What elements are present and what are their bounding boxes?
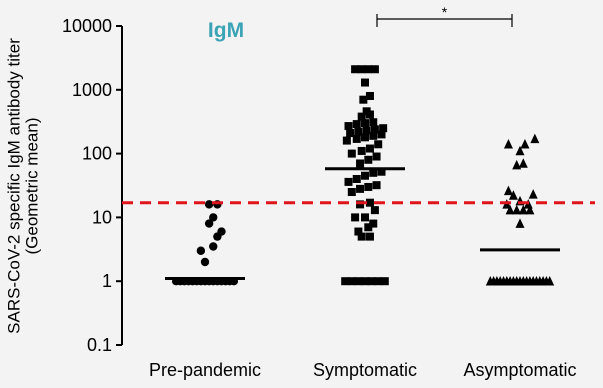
data-point <box>362 107 371 116</box>
data-point <box>372 181 381 190</box>
series-asymptomatic <box>485 133 555 286</box>
data-point <box>503 139 513 149</box>
data-point <box>351 65 360 74</box>
data-point <box>374 277 383 286</box>
data-point <box>354 127 363 136</box>
data-point <box>354 277 363 286</box>
data-point <box>204 219 214 228</box>
data-point <box>370 65 379 74</box>
data-point <box>505 204 515 215</box>
data-point <box>365 91 374 100</box>
data-point <box>379 124 388 133</box>
data-point <box>528 189 538 199</box>
data-point <box>344 177 353 186</box>
y-tick-label: 1 <box>102 271 112 291</box>
y-tick-label: 0.1 <box>87 335 112 355</box>
data-point <box>361 277 369 286</box>
y-axis-label-line: (Geometric mean) <box>22 118 41 255</box>
data-point <box>515 218 525 228</box>
data-point <box>361 133 369 142</box>
data-point <box>357 146 366 155</box>
y-tick-label: 10000 <box>62 16 112 36</box>
data-point <box>344 122 353 131</box>
data-point <box>347 188 356 197</box>
data-point <box>518 158 528 168</box>
data-point <box>365 144 374 153</box>
data-point <box>346 129 355 138</box>
x-tick-label: Asymptomatic <box>463 360 576 380</box>
data-point <box>351 213 360 222</box>
data-point <box>217 227 226 236</box>
data-point <box>364 223 373 232</box>
data-point <box>347 277 356 286</box>
series-symptomatic <box>341 65 389 286</box>
data-point <box>356 159 365 168</box>
data-point <box>377 167 386 176</box>
data-point <box>377 130 386 139</box>
data-point <box>364 155 373 164</box>
y-tick-label: 10 <box>92 207 112 227</box>
data-point <box>364 182 373 191</box>
data-point <box>364 65 373 74</box>
data-point <box>196 246 206 255</box>
data-point <box>520 139 530 149</box>
series-pre-pandemic <box>171 200 239 286</box>
data-point <box>365 232 374 241</box>
data-point <box>525 204 535 215</box>
y-tick-label: 1000 <box>72 80 112 100</box>
data-point <box>352 120 361 129</box>
data-point <box>357 232 366 241</box>
data-point <box>369 118 378 127</box>
y-axis-label: SARS-CoV-2 specific IgM antibody titer (G… <box>4 38 41 334</box>
data-point <box>362 126 371 135</box>
data-point <box>347 149 356 158</box>
data-points <box>165 65 560 286</box>
data-point <box>374 140 383 149</box>
data-point <box>503 185 513 196</box>
y-axis-label-line: SARS-CoV-2 specific IgM antibody titer <box>4 38 23 334</box>
data-point <box>361 171 369 180</box>
data-point <box>370 206 379 215</box>
data-point <box>354 227 363 236</box>
data-point <box>209 242 218 251</box>
chart-title: IgM <box>208 19 244 42</box>
data-point <box>508 190 518 200</box>
data-point <box>365 198 374 207</box>
data-point <box>357 112 366 121</box>
x-tick-label: Pre-pandemic <box>149 360 261 380</box>
data-point <box>361 78 369 87</box>
data-point <box>369 131 378 140</box>
data-point <box>545 275 555 286</box>
data-point <box>352 174 361 183</box>
data-point <box>352 134 361 143</box>
data-point <box>518 204 528 215</box>
data-point <box>356 200 365 209</box>
data-point <box>361 119 369 128</box>
data-point <box>209 213 218 222</box>
data-point <box>356 184 365 193</box>
data-point <box>380 277 389 286</box>
data-point <box>200 257 210 267</box>
data-point <box>204 200 214 209</box>
data-point <box>512 204 522 215</box>
data-point <box>370 125 379 134</box>
data-point <box>372 152 381 161</box>
significance-label: * <box>442 4 448 20</box>
data-point <box>367 277 376 286</box>
axes: 0.1 1 10 100 1000 10000 Pre-pandemic Symptomati… <box>62 16 577 380</box>
y-tick-label: 100 <box>82 144 112 164</box>
data-point <box>512 159 522 170</box>
data-point <box>342 136 351 145</box>
x-tick-label: Symptomatic <box>313 360 417 380</box>
data-point <box>359 95 368 104</box>
data-point <box>341 277 350 286</box>
annotations: IgM * <box>122 4 595 205</box>
data-point <box>369 219 378 228</box>
data-point <box>369 168 378 177</box>
data-point <box>357 65 366 74</box>
data-point <box>361 213 369 222</box>
data-point <box>515 145 525 156</box>
data-point <box>530 133 540 144</box>
